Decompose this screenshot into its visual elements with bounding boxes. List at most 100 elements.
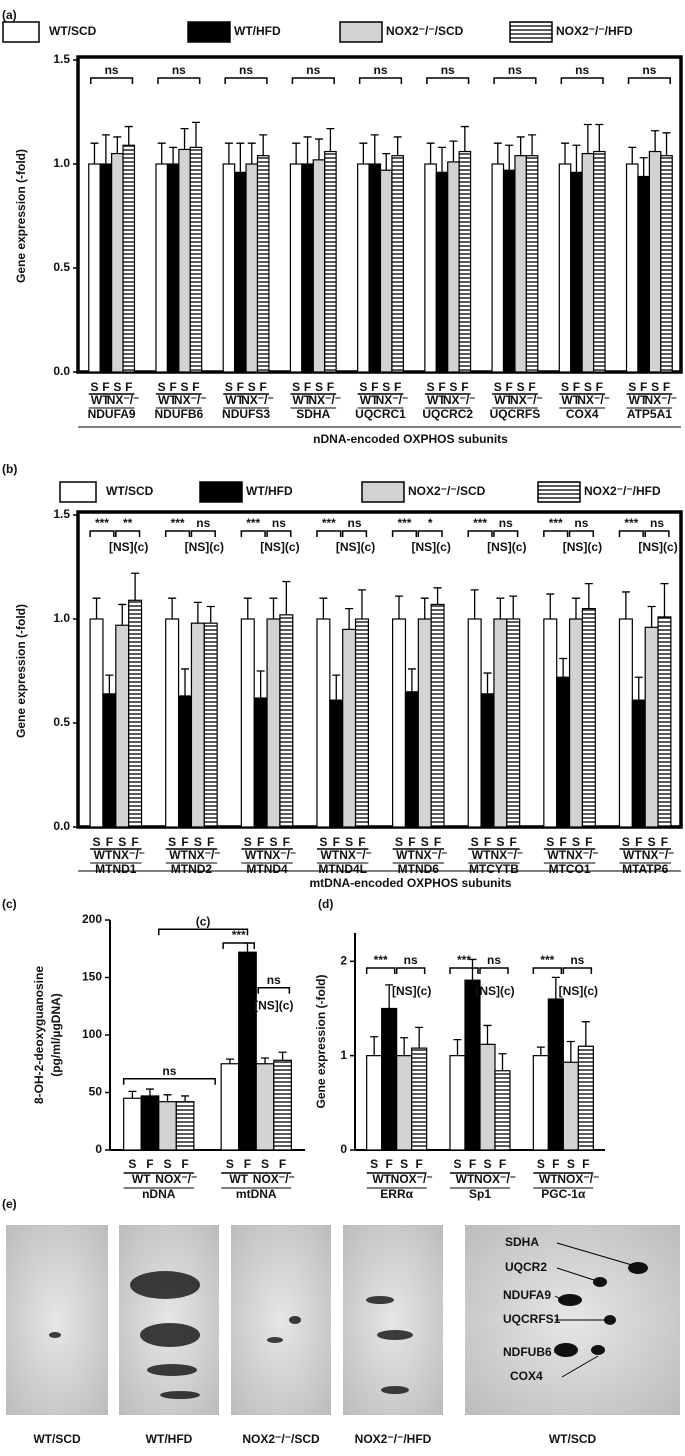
error-bar — [470, 589, 479, 619]
significance-label: ns — [239, 63, 253, 77]
significance-bracket — [560, 77, 604, 84]
significance-bracket — [291, 77, 335, 84]
genotype-label: NOX⁻/⁻ — [391, 1172, 433, 1186]
error-bar — [370, 134, 379, 164]
bar — [165, 618, 180, 828]
bar — [547, 998, 564, 1151]
blot-spot — [628, 1262, 648, 1274]
significance-bracket — [543, 530, 569, 537]
subgroup-label: F — [279, 1157, 286, 1171]
error-bar — [345, 607, 354, 630]
subgroup-label: F — [573, 380, 580, 394]
error-bar — [163, 1094, 172, 1102]
bar — [238, 951, 257, 1151]
spot-leader — [556, 1267, 595, 1281]
subgroup-label: F — [283, 835, 290, 849]
bar — [329, 699, 344, 828]
bar — [562, 1061, 579, 1151]
error-bar — [180, 127, 189, 150]
subgroup-label: S — [359, 380, 367, 394]
error-bar — [647, 605, 656, 628]
bar — [255, 1063, 275, 1151]
subgroup-label: S — [648, 835, 656, 849]
error-bar — [236, 142, 245, 173]
note: [NS](c) — [412, 540, 451, 554]
genotype-label: WT — [229, 1172, 248, 1186]
significance-label: ns — [162, 1064, 176, 1078]
error-bar — [662, 132, 671, 156]
significance-label: ns — [441, 63, 455, 77]
bar — [494, 1070, 511, 1151]
error-bar — [528, 134, 537, 156]
bar — [316, 618, 331, 828]
bar — [458, 150, 472, 373]
error-bar — [181, 1095, 190, 1102]
bar — [140, 1095, 160, 1151]
error-bar — [583, 123, 592, 154]
bar — [234, 171, 247, 373]
significance-bracket — [224, 77, 268, 84]
subgroup-label: F — [469, 1157, 476, 1171]
error-bar — [571, 597, 580, 619]
subgroup-label: S — [164, 1157, 172, 1171]
blot-spot — [381, 1386, 409, 1394]
bar — [220, 1063, 240, 1151]
significance-bracket — [122, 1077, 216, 1085]
subgroup-label: F — [585, 835, 592, 849]
note: [NS](c) — [563, 540, 602, 554]
error-bar — [493, 142, 502, 164]
genotype-label: NX⁻/⁻ — [566, 848, 599, 862]
bar — [625, 163, 639, 373]
subgroup-label: F — [506, 380, 513, 394]
subgroup-label: S — [226, 1157, 234, 1171]
error-bar — [639, 157, 648, 177]
subgroup-label: S — [453, 1157, 461, 1171]
error-bar — [433, 587, 442, 605]
genotype-label: WT — [132, 1172, 151, 1186]
note: [NS](c) — [559, 984, 598, 998]
bar — [493, 618, 508, 828]
legend-label: NOX2⁻/⁻/SCD — [408, 484, 486, 498]
bar — [618, 618, 633, 828]
error-bar — [370, 1036, 379, 1056]
subgroup-label: S — [370, 1157, 378, 1171]
error-bar — [393, 136, 402, 156]
significance-bracket — [467, 530, 493, 537]
legend-swatch — [509, 21, 553, 43]
bar — [122, 144, 136, 373]
bar — [368, 163, 382, 373]
bar — [354, 618, 370, 828]
significance-bracket — [266, 530, 292, 537]
bar — [102, 693, 117, 828]
genotype-label: WT — [360, 393, 379, 407]
bar — [631, 699, 646, 828]
category-label: MTCYTB — [469, 862, 519, 876]
category-label: nDNA — [142, 1187, 176, 1201]
subgroup-label: S — [345, 835, 353, 849]
error-bar — [269, 597, 278, 619]
error-bar — [561, 142, 570, 164]
error-bar — [124, 125, 133, 146]
significance-label: ns — [404, 953, 418, 967]
error-bar — [243, 942, 252, 953]
significance-label: ns — [508, 63, 522, 77]
blot-spot — [554, 1343, 578, 1357]
subgroup-label: F — [327, 380, 334, 394]
genotype-label: WT — [321, 848, 340, 862]
legend-label: NOX2⁻/⁻/HFD — [584, 484, 661, 498]
subgroup-label: S — [471, 835, 479, 849]
y-tick-label: 2 — [340, 953, 347, 967]
significance-bracket — [417, 530, 443, 537]
error-bar — [224, 142, 233, 164]
legend-swatch — [339, 21, 383, 43]
subgroup-label: F — [192, 380, 199, 394]
significance-label: *** — [322, 516, 336, 530]
significance-bracket — [493, 77, 537, 84]
error-bar — [332, 674, 341, 701]
bar — [449, 1055, 466, 1151]
significance-bracket — [89, 530, 115, 537]
y-tick-label: 1.0 — [53, 611, 70, 625]
genotype-label: NX⁻/⁻ — [174, 393, 207, 407]
bar — [89, 618, 104, 828]
